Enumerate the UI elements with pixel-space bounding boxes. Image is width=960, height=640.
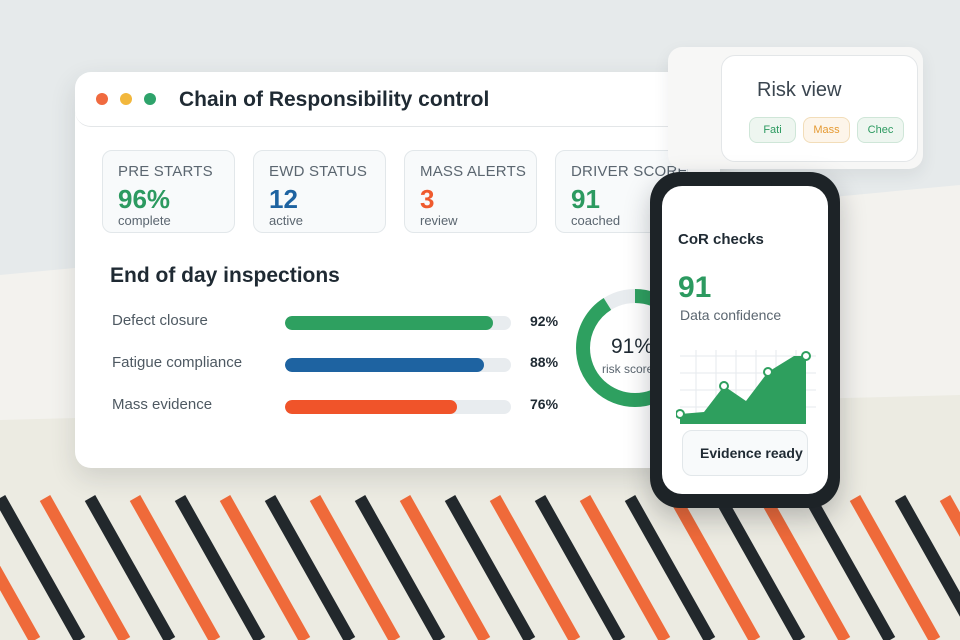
stat-sub: coached <box>571 213 621 228</box>
stat-value: 91 <box>571 184 600 214</box>
stripe <box>534 495 626 640</box>
chart-point <box>763 367 773 377</box>
stat-label: DRIVER SCORE <box>571 163 688 180</box>
stripe <box>579 495 671 640</box>
progress-track-mass-evidence <box>285 400 511 414</box>
stripe <box>849 495 941 640</box>
chart-point <box>801 351 811 361</box>
donut-label: risk score <box>602 362 654 376</box>
stat-sub: review <box>420 213 458 228</box>
stripe <box>354 495 446 640</box>
phone-device: CoR checks 91 Data confidence <box>650 172 840 508</box>
stripe <box>804 495 896 640</box>
tag-checks[interactable]: Chec <box>857 117 904 143</box>
metric-pct-defect-closure: 92% <box>530 313 559 329</box>
stat-sub: active <box>269 213 303 228</box>
phone-screen: CoR checks 91 Data confidence <box>662 186 828 494</box>
maximize-dot-icon[interactable] <box>144 93 156 105</box>
evidence-ready-button[interactable]: Evidence ready <box>682 430 808 476</box>
stat-card-mass-alerts[interactable]: MASS ALERTS 3 review <box>404 150 537 233</box>
stat-card-ewd-status[interactable]: EWD STATUS 12 active <box>253 150 386 233</box>
stripe <box>0 565 41 640</box>
stat-value: 12 <box>269 184 298 214</box>
tag-mass[interactable]: Mass <box>803 117 850 143</box>
metric-label-defect-closure: Defect closure <box>112 312 208 329</box>
stripe <box>129 495 221 640</box>
stripe <box>894 495 960 617</box>
risk-view-title: Risk view <box>757 79 842 101</box>
stripe <box>39 495 131 640</box>
stripe <box>669 495 761 640</box>
metric-label-mass-evidence: Mass evidence <box>112 396 213 413</box>
stripe <box>444 495 536 640</box>
stripe <box>309 495 401 640</box>
close-dot-icon[interactable] <box>96 93 108 105</box>
stripe <box>714 495 806 640</box>
progress-fill-defect-closure <box>285 316 493 330</box>
stat-value: 96% <box>118 184 171 214</box>
progress-track-fatigue-compliance <box>285 358 511 372</box>
phone-title: CoR checks <box>678 231 764 248</box>
stat-sub: complete <box>118 213 171 228</box>
metric-label-fatigue-compliance: Fatigue compliance <box>112 354 243 371</box>
stat-label: PRE STARTS <box>118 163 213 180</box>
stripe <box>84 495 176 640</box>
stripe <box>759 495 851 640</box>
chart-point <box>676 409 685 419</box>
stripe <box>174 495 266 640</box>
chart-point <box>719 381 729 391</box>
dashboard-window: Chain of Responsibility control PRE STAR… <box>75 72 720 468</box>
risk-view-panel: Risk view Fati Mass Chec <box>721 55 918 162</box>
minimize-dot-icon[interactable] <box>120 93 132 105</box>
stripe <box>0 495 86 640</box>
stripe <box>264 495 356 640</box>
metric-pct-mass-evidence: 76% <box>530 396 559 412</box>
progress-fill-mass-evidence <box>285 400 457 414</box>
inspections-title: End of day inspections <box>110 264 340 287</box>
donut-percentage: 91% <box>611 335 654 358</box>
stripe <box>219 495 311 640</box>
window-title: Chain of Responsibility control <box>179 88 490 111</box>
progress-track-defect-closure <box>285 316 511 330</box>
progress-fill-fatigue-compliance <box>285 358 484 372</box>
window-titlebar: Chain of Responsibility control <box>75 72 720 127</box>
chart-area <box>680 356 806 424</box>
stat-value: 3 <box>420 184 435 214</box>
chart-points <box>676 351 811 419</box>
metric-pct-fatigue-compliance: 88% <box>530 354 559 370</box>
phone-notch <box>718 180 772 188</box>
stripe <box>399 495 491 640</box>
stat-label: MASS ALERTS <box>420 163 527 180</box>
confidence-area-chart <box>676 350 816 424</box>
stat-card-pre-starts[interactable]: PRE STARTS 96% complete <box>102 150 235 233</box>
stripe <box>939 495 960 537</box>
phone-confidence-label: Data confidence <box>680 307 782 323</box>
stripe <box>489 495 581 640</box>
tag-fatigue[interactable]: Fati <box>749 117 796 143</box>
stat-label: EWD STATUS <box>269 163 368 180</box>
stripe <box>624 495 716 640</box>
phone-confidence-value: 91 <box>678 271 712 304</box>
